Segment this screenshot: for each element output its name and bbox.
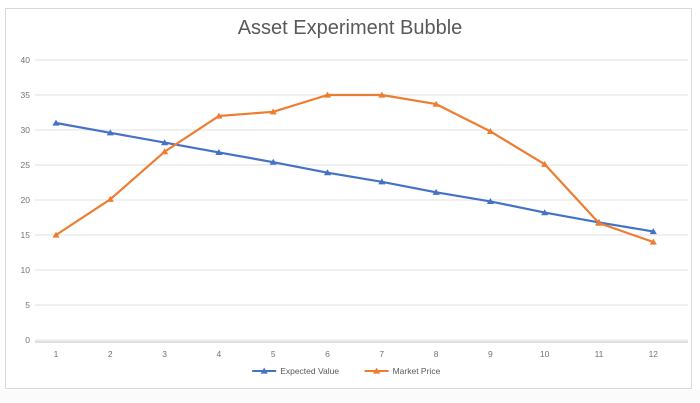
data-point-marker-expected-value [323,169,332,176]
data-point-marker-expected-value [486,198,494,204]
data-point-marker-market-price [541,160,549,167]
y-tick-label: 0 [25,335,30,345]
legend: Expected Value Market Price [252,366,441,376]
x-tick-label: 7 [379,349,384,359]
y-tick-label: 40 [21,55,31,65]
data-point-marker-expected-value [649,228,657,235]
data-point-marker-expected-value [106,129,114,136]
data-point-marker-market-price [323,91,332,98]
x-tick-label: 1 [54,349,59,359]
data-point-marker-market-price [432,100,440,107]
x-tick-label: 4 [217,349,222,359]
data-point-marker-expected-value [378,178,386,185]
data-point-marker-market-price [215,112,223,119]
x-tick-label: 12 [649,349,659,359]
data-point-marker-market-price [52,231,60,238]
chart-title: Asset Experiment Bubble [238,17,463,39]
y-tick-label: 10 [21,265,31,275]
data-point-marker-market-price [161,148,169,155]
x-tick-label: 8 [434,349,439,359]
data-point-marker-market-price [106,195,114,202]
x-tick-label: 6 [325,349,330,359]
legend-marker-expected-value [260,367,268,374]
x-tick-label: 9 [488,349,493,359]
data-point-marker-expected-value [541,209,549,216]
data-point-marker-market-price [595,219,603,226]
x-tick-label: 5 [271,349,276,359]
x-tick-label: 10 [540,349,550,359]
legend-label-market-price: Market Price [393,366,441,376]
page-background [0,390,700,403]
x-tick-label: 2 [108,349,113,359]
series-line-market-price [54,93,655,244]
data-point-marker-expected-value [52,119,60,126]
data-point-marker-market-price [649,238,657,245]
x-tick-label: 3 [162,349,167,359]
series-line-expected-value [54,121,655,233]
legend-label-expected-value: Expected Value [280,366,339,376]
y-tick-label: 25 [21,160,31,170]
data-point-marker-market-price [486,128,494,134]
x-tick-label: 11 [595,349,604,359]
y-tick-label: 20 [21,195,31,205]
legend-marker-market-price [373,367,381,374]
y-tick-label: 35 [21,90,31,100]
data-point-marker-expected-value [161,139,169,146]
data-point-marker-market-price [378,91,386,98]
data-point-marker-expected-value [215,149,223,155]
data-point-marker-expected-value [269,158,277,165]
y-tick-label: 15 [21,230,31,240]
y-tick-label: 5 [25,300,30,310]
y-tick-label: 30 [21,125,31,135]
data-point-marker-expected-value [432,188,440,195]
data-point-marker-market-price [269,108,277,115]
